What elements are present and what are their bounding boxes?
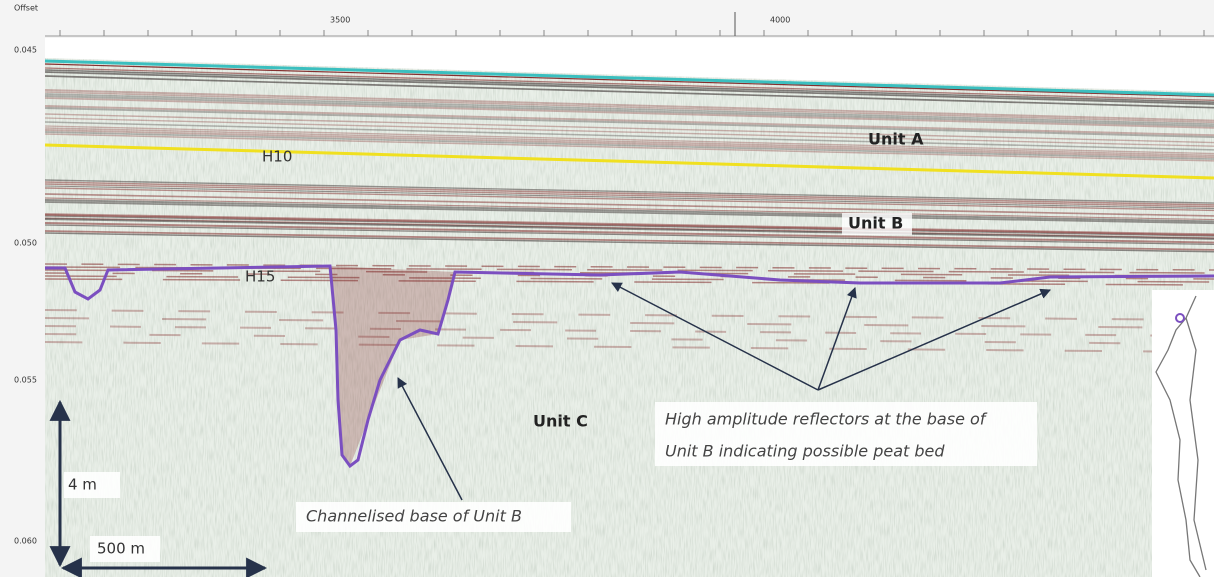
scale-label: 4 m xyxy=(68,476,97,494)
annotation: Channelised base of Unit B xyxy=(306,507,522,526)
inset-map xyxy=(1152,290,1214,577)
y-tick-label: 0.060 xyxy=(14,537,37,546)
left-axis xyxy=(0,38,45,577)
y-tick-label: 0.055 xyxy=(14,376,37,385)
top-ruler xyxy=(0,0,1214,38)
y-tick-label: 0.045 xyxy=(14,46,37,55)
y-tick-label: 0.050 xyxy=(14,239,37,248)
x-tick-label: 4000 xyxy=(770,16,790,25)
annotation: High amplitude reflectors at the base of xyxy=(665,410,988,429)
annotation: Unit B indicating possible peat bed xyxy=(665,442,945,461)
unit-label: Unit C xyxy=(533,412,588,431)
horizon-label: H10 xyxy=(262,148,292,166)
seismic-figure: Offset 3500 4000 0.045 0.050 0.055 0.060… xyxy=(0,0,1214,577)
unit-label: Unit B xyxy=(848,214,903,233)
scale-label: 500 m xyxy=(97,540,145,558)
x-tick-label: 3500 xyxy=(330,16,350,25)
offset-label: Offset xyxy=(14,4,38,13)
unit-label: Unit A xyxy=(868,130,924,149)
horizon-label: H15 xyxy=(245,268,275,286)
